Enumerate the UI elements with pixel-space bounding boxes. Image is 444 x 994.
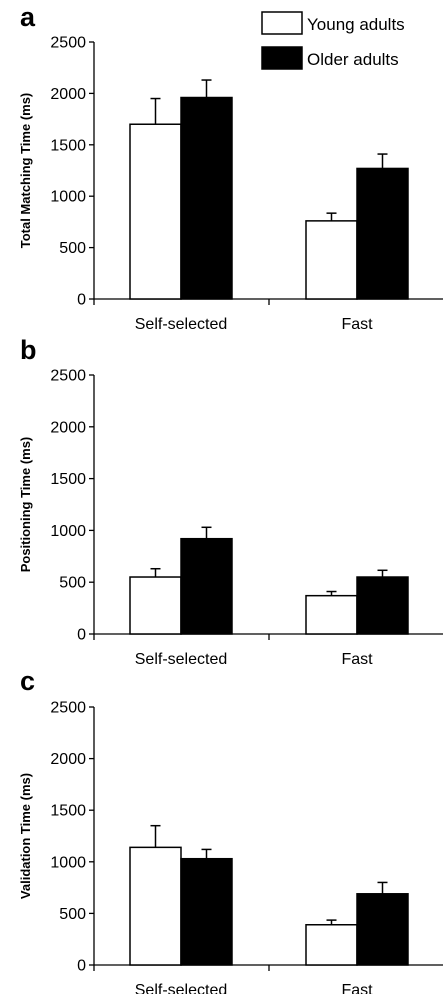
- category-label: Fast: [341, 651, 373, 668]
- category-label: Self-selected: [135, 651, 228, 668]
- bar-young-adults: [305, 924, 358, 966]
- y-tick-label: 1500: [50, 137, 86, 154]
- y-tick-label: 1000: [50, 523, 86, 540]
- y-tick-label: 0: [77, 958, 86, 975]
- category-label: Fast: [341, 316, 373, 333]
- y-tick-label: 2000: [50, 86, 86, 103]
- y-axis-label: Validation Time (ms): [18, 773, 33, 899]
- bar-young-adults: [129, 123, 182, 300]
- panel-letter-c: c: [20, 666, 35, 696]
- y-tick-label: 500: [59, 906, 86, 923]
- panel-letter-a: a: [20, 2, 36, 32]
- y-axis-label: Positioning Time (ms): [18, 437, 33, 573]
- y-tick-label: 1500: [50, 803, 86, 820]
- bar-older-adults: [180, 857, 233, 966]
- legend-label-older-adults: Older adults: [307, 50, 399, 69]
- bar-young-adults: [129, 576, 182, 635]
- panel-letter-b: b: [20, 335, 37, 365]
- category-label: Fast: [341, 982, 373, 994]
- y-tick-label: 1000: [50, 854, 86, 871]
- legend-label-young-adults: Young adults: [307, 15, 405, 34]
- legend-swatch-young-adults: [261, 11, 303, 35]
- panel-b: b 0 500 1000 1500 2000 2500 Positioning Time (…: [18, 335, 443, 668]
- category-label: Self-selected: [135, 316, 228, 333]
- bar-young-adults: [305, 594, 358, 635]
- y-axis-label: Total Matching Time (ms): [18, 93, 33, 249]
- y-tick-label: 2500: [50, 368, 86, 385]
- bar-older-adults: [180, 96, 233, 300]
- bar-young-adults: [129, 846, 182, 966]
- category-label: Self-selected: [135, 982, 228, 994]
- panel-c: c 0 500 1000 1500 2000 2500 Validation Time (m…: [18, 666, 443, 994]
- legend-swatch-older-adults: [261, 46, 303, 70]
- y-tick-label: 500: [59, 240, 86, 257]
- legend: Young adults Older adults: [261, 11, 405, 70]
- y-tick-label: 500: [59, 575, 86, 592]
- y-tick-label: 1500: [50, 471, 86, 488]
- y-tick-label: 2500: [50, 35, 86, 52]
- bar-older-adults: [356, 576, 409, 635]
- y-tick-label: 2000: [50, 419, 86, 436]
- y-tick-label: 2500: [50, 700, 86, 717]
- panel-a: a 0 500 1000 1500 2000 2500 Total Matching Tim…: [18, 2, 443, 333]
- bar-older-adults: [356, 167, 409, 300]
- bar-older-adults: [180, 537, 233, 635]
- y-tick-label: 0: [77, 627, 86, 644]
- y-tick-label: 1000: [50, 189, 86, 206]
- bar-older-adults: [356, 893, 409, 966]
- bar-young-adults: [305, 220, 358, 300]
- y-tick-label: 0: [77, 292, 86, 309]
- y-tick-label: 2000: [50, 751, 86, 768]
